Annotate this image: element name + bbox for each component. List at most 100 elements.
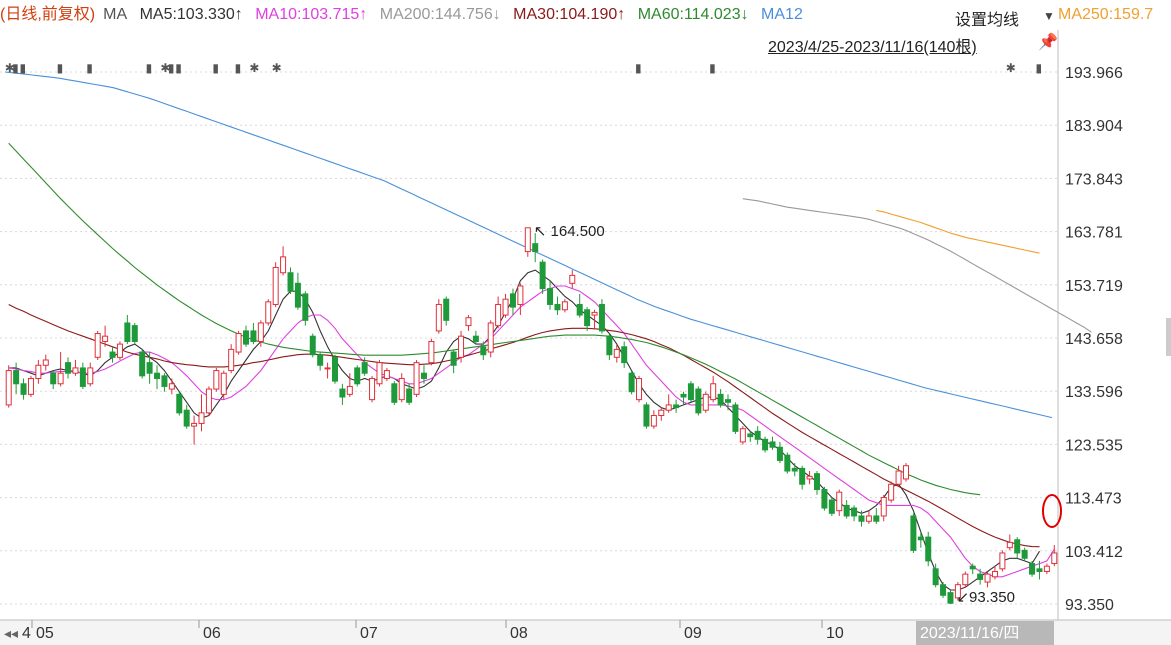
candle-body (991, 570, 998, 578)
candle-body (502, 298, 509, 316)
candle-body (205, 388, 212, 414)
x-tick-label: 06 (203, 625, 221, 642)
candle-body (139, 351, 146, 377)
candle-body (828, 499, 835, 514)
candle-body (265, 301, 272, 324)
candle-body (376, 362, 383, 385)
x-tick-label: 09 (684, 625, 702, 642)
candle-body (799, 467, 806, 485)
y-tick-label: 113.473 (1065, 491, 1122, 508)
ma-line-ma60 (8, 142, 981, 496)
candle-body (665, 404, 672, 411)
ma30-value: MA30:104.190↑ (513, 6, 626, 23)
event-marker-icon: ▮ (235, 61, 242, 75)
event-marker-icon: ▮ (146, 61, 153, 75)
date-range-label[interactable]: 2023/4/25-2023/11/16(140根) (766, 33, 979, 57)
candle-body (962, 573, 969, 586)
pin-icon[interactable]: 📌 (1038, 34, 1058, 51)
candle-body (888, 483, 895, 501)
candle-body (1029, 563, 1036, 575)
candle-body (20, 383, 27, 395)
candle-body (487, 322, 494, 353)
ma12-value: MA12 (761, 6, 803, 23)
candle-body (769, 441, 776, 448)
candle-body (1006, 541, 1013, 549)
candle-body (658, 409, 665, 417)
candle-body (87, 367, 94, 385)
x-tick-label: 10 (826, 625, 844, 642)
ma-line-ma200 (742, 198, 1092, 333)
candle-body (406, 388, 413, 403)
ma-line-ma30 (8, 304, 1040, 548)
candle-body (383, 370, 390, 379)
candle-body (183, 409, 190, 427)
candle-body (228, 348, 235, 372)
candle-body (754, 430, 761, 440)
candle-body (984, 573, 991, 583)
x-tick-label: 4 (22, 625, 31, 642)
candle-body (977, 573, 984, 580)
ma200-value: MA200:144.756↓ (379, 6, 501, 23)
candle-body (621, 346, 628, 364)
candle-body (902, 465, 909, 480)
candle-body (695, 388, 702, 414)
ma-line-ma5 (8, 269, 1040, 591)
candle-body (1021, 549, 1028, 559)
scrollbar-thumb[interactable] (1166, 318, 1171, 356)
candle-body (628, 372, 635, 393)
candle-body (865, 515, 872, 522)
candle-body (57, 372, 64, 385)
candle-body (732, 404, 739, 432)
event-marker-icon: ▮ (635, 61, 642, 75)
candle-body (851, 507, 858, 517)
candle-body (435, 303, 442, 332)
event-marker-icon: ▮ (20, 61, 27, 75)
period-label[interactable]: (日线,前复权) (0, 6, 96, 23)
candle-body (880, 496, 887, 517)
candle-body (79, 367, 86, 387)
candle-body (539, 261, 546, 290)
candle-body (198, 412, 205, 424)
candle-body (524, 227, 531, 253)
x-tick-label: 08 (510, 625, 528, 642)
candle-body (636, 377, 643, 401)
y-tick-label: 93.350 (1065, 597, 1114, 614)
candle-body (725, 399, 732, 403)
ma-settings-button[interactable]: 设置均线 (951, 6, 1024, 30)
event-marker-icon: ▮ (168, 61, 175, 75)
candle-body (243, 330, 250, 345)
event-marker-icon: ▮ (12, 61, 19, 75)
event-marker-icon: ▮ (57, 61, 64, 75)
candle-body (673, 404, 680, 409)
y-tick-label: 173.843 (1065, 171, 1123, 188)
event-marker-icon: ✱ (1006, 61, 1016, 75)
candle-body (65, 362, 72, 374)
candle-body (561, 301, 568, 311)
candle-body (317, 354, 324, 366)
y-tick-label: 123.535 (1065, 437, 1123, 454)
candle-body (369, 377, 376, 401)
y-tick-label: 193.966 (1065, 65, 1123, 82)
candle-body (584, 309, 591, 327)
candle-body (791, 467, 798, 472)
candle-body (836, 491, 843, 512)
candle-body (302, 293, 309, 321)
candle-body (569, 274, 576, 284)
candle-body (35, 364, 42, 379)
candle-body (776, 446, 783, 461)
candle-body (176, 393, 183, 414)
candle-body (784, 454, 791, 472)
candle-body (680, 393, 687, 398)
candle-body (606, 335, 613, 356)
candle-body (154, 372, 161, 379)
dropdown-triangle-icon[interactable]: ▼ (1043, 9, 1055, 23)
candle-body (532, 243, 539, 253)
candle-body (250, 330, 257, 342)
candle-body (517, 285, 524, 305)
ma-line-ma250 (876, 209, 1040, 254)
ma5-value: MA5:103.330↑ (139, 6, 243, 23)
y-tick-label: 103.412 (1065, 544, 1123, 561)
candle-body (1051, 552, 1058, 565)
candle-body (458, 335, 465, 358)
ma-indicator-bar: (日线,前复权) MA MA5:103.330↑ MA10:103.715↑ MA… (0, 0, 1171, 30)
